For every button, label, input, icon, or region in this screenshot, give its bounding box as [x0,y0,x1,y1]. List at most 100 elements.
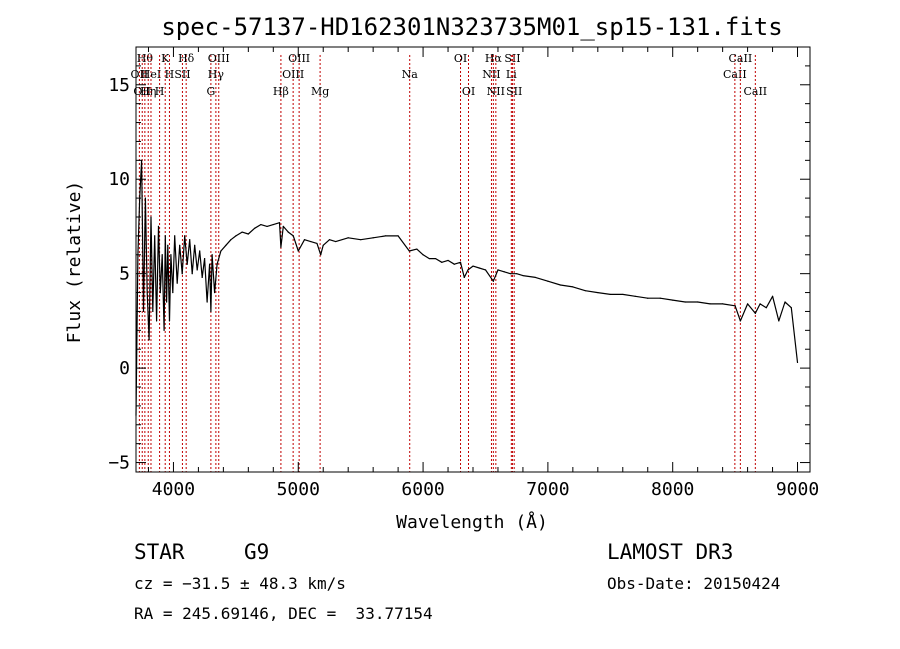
spectrum-point [759,303,761,305]
line-marker-label: SII [506,85,522,98]
spectrum-point [201,276,203,279]
spectrum-point [148,339,150,341]
x-tick-label: 7000 [526,479,569,500]
survey-name: LAMOST DR3 [607,540,734,564]
spectrum-point [179,244,181,246]
line-marker-label: K [161,52,170,65]
observation-date: Obs-Date: 20150424 [607,574,781,593]
spectrum-point [622,293,624,296]
spectrum-point [328,239,331,241]
line-marker-label: OIII [288,52,310,65]
spectrum-point [754,312,756,314]
spectrum-point [385,235,387,237]
spectrum-point [152,310,154,313]
spectrum-point [165,301,168,303]
line-marker-label: H [155,85,165,98]
line-marker-label: OI [454,52,467,65]
spectrum-point [210,310,212,313]
line-marker-label: Hα [485,52,503,65]
spectrum-point [722,303,724,305]
spectrum-point [235,235,237,237]
spectrum-point [176,282,178,284]
spectrum-point [422,254,424,256]
spectrum-point [241,231,243,233]
spectrum-point [509,273,512,275]
line-marker-label: NII [487,85,505,98]
spectrum-point [672,299,674,301]
spectrum-point [164,235,166,237]
spectrum-point [230,239,232,241]
spectrum-point [220,250,222,252]
line-marker-label: Na [402,68,419,81]
spectrum-point [225,244,227,246]
spectrum-point [297,250,299,252]
x-tick-label: 9000 [776,479,819,500]
line-marker-label: Hθ [137,52,154,65]
spectrum-point [534,276,537,279]
x-tick-label: 4000 [152,479,195,500]
spectrum-point [181,273,183,275]
y-tick-label: 5 [119,264,130,285]
plot-frame [135,46,811,473]
spectrum-point [408,250,410,252]
spectrum-point [174,235,176,237]
spectrum-point [247,233,249,235]
spectrum-point [572,286,574,288]
x-tick-label: 5000 [277,479,320,500]
spectrum-point [428,257,430,260]
spectrum-point [497,269,499,271]
spectrum-point [790,307,792,309]
line-marker-label: H [165,68,175,81]
spectrum-point [214,291,216,294]
spectrum-point [167,244,169,246]
spectrum-point [478,267,480,269]
spectrum-point [186,263,188,265]
spectrum-point [287,231,289,233]
line-marker-label: NII [482,68,500,81]
redshift-velocity: cz = −31.5 ± 48.3 km/s [134,574,346,593]
spectrum-point [684,301,686,303]
spectrum-point [697,301,699,303]
spectrum-point [159,291,161,294]
spectrum-point [709,303,711,305]
line-marker-label: SII [174,68,190,81]
spectrum-point [559,284,561,286]
spectrum-point [739,320,741,322]
y-tick-label: 0 [119,358,130,379]
spectrum-point [784,301,786,303]
line-marker-label: Hη [140,85,156,98]
spectrum-point [634,295,636,297]
spectral-subclass: G9 [244,540,270,564]
spectrum-point [484,269,487,271]
spectrum-point [796,361,799,364]
spectrum-point [150,216,152,218]
x-axis-label: Wavelength (Å) [396,511,548,533]
spectrum-point [584,290,586,292]
spectrum-point [278,222,281,224]
spectrum-point [142,310,145,313]
line-marker-label: Hγ [208,68,225,81]
spectrum-point [199,250,201,252]
line-marker-label: CaII [723,68,747,81]
spectrum-point [260,223,262,226]
line-marker-label: OIII [208,52,230,65]
y-tick-label: −5 [108,453,130,474]
spectrum-point [467,269,469,271]
line-marker-label: OI [462,85,475,98]
line-marker-label: Hβ [273,85,289,98]
spectrum-point [272,223,274,226]
spectrum-point [492,280,494,282]
spectrum-point [172,291,174,294]
y-axis-label: Flux (relative) [64,181,85,344]
spectrum-point [522,274,524,277]
spectrum-point [765,307,767,309]
spectrum-point [310,240,312,243]
spectrum-point [266,225,268,228]
line-marker-label: OII [133,85,151,98]
spectrum-point [647,297,649,299]
x-tick-label: 6000 [401,479,444,500]
spectrum-point [360,239,362,241]
spectrum-point [434,257,437,260]
